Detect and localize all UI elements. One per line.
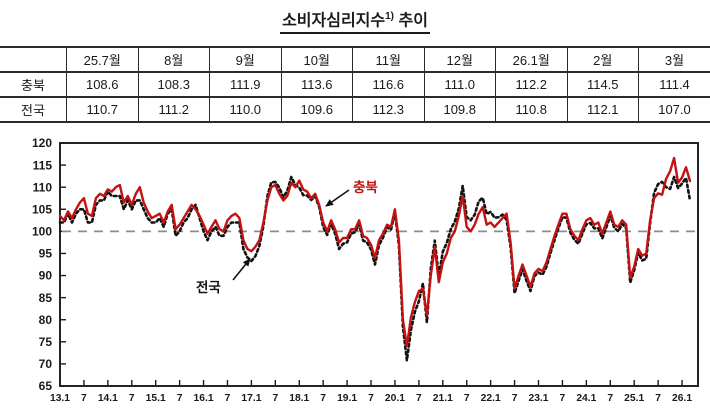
- x-axis-label: 14.1: [98, 393, 118, 404]
- x-axis-label: 7: [416, 393, 422, 404]
- x-axis-label: 20.1: [385, 393, 405, 404]
- page-title-text: 소비자심리지수1) 추이: [280, 7, 430, 35]
- title-tail: 추이: [394, 12, 428, 30]
- table-cell: 110.0: [209, 97, 281, 122]
- table-cell: 111.2: [137, 97, 210, 122]
- y-axis: 65 70 75 80 85 90 95 100 105 110 115 120: [32, 136, 66, 393]
- table-column-header: 12월: [423, 47, 496, 72]
- table-row-header: 충북: [21, 78, 45, 93]
- series-annotation-chungbuk: 충북: [325, 180, 378, 207]
- y-axis-label: 120: [32, 136, 52, 150]
- annotation-label: 전국: [196, 279, 221, 295]
- index-table: 25.7월 8월 9월 10월 11월 12월 26.1월 2월 3월 충북 108.6 108.3…: [0, 46, 710, 123]
- index-table-head: 25.7월 8월 9월 10월 11월 12월 26.1월 2월 3월: [0, 47, 710, 72]
- y-axis-label: 90: [39, 269, 53, 283]
- x-axis-label: 7: [320, 393, 326, 404]
- table-column-header: 2월: [566, 47, 639, 72]
- x-axis: 13.1 7 14.1 7 15.1 7 16.1 7 17.1 7 18.1 7 19.1 7 20.1 7…: [50, 380, 692, 404]
- x-axis-label: 7: [655, 393, 661, 404]
- x-axis-label: 17.1: [241, 393, 261, 404]
- table-cell: 109.6: [280, 97, 353, 122]
- table-cell: 112.3: [352, 97, 424, 122]
- series-line-chungbuk: [58, 156, 692, 348]
- table-cell: 111.9: [209, 72, 281, 97]
- x-axis-label: 7: [560, 393, 566, 404]
- table-corner-cell: [0, 47, 67, 72]
- table-cell: 112.1: [566, 97, 639, 122]
- table-cell: 111.0: [423, 72, 496, 97]
- x-axis-label: 26.1: [672, 393, 692, 404]
- y-axis-label: 70: [39, 357, 53, 371]
- x-axis-label: 7: [607, 393, 613, 404]
- x-axis-label: 7: [512, 393, 518, 404]
- table-cell: 110.7: [66, 97, 138, 122]
- title-footnote-marker: 1): [385, 11, 395, 22]
- annotation-arrow: [325, 189, 350, 207]
- y-axis-label: 100: [32, 225, 52, 239]
- annotation-label: 충북: [353, 180, 378, 195]
- table-row-header: 전국: [21, 103, 45, 118]
- plot-border: [59, 142, 699, 387]
- table-header-row: 25.7월 8월 9월 10월 11월 12월 26.1월 2월 3월: [0, 47, 710, 72]
- table-cell: 112.2: [495, 72, 567, 97]
- x-axis-label: 7: [368, 393, 374, 404]
- x-axis-label: 7: [225, 393, 231, 404]
- x-axis-label: 21.1: [433, 393, 453, 404]
- x-axis-label: 18.1: [289, 393, 309, 404]
- x-axis-label: 16.1: [194, 393, 214, 404]
- y-axis-label: 115: [33, 158, 53, 172]
- table-cell: 110.8: [495, 97, 567, 122]
- y-axis-label: 65: [39, 379, 53, 393]
- table-cell: 107.0: [638, 97, 710, 122]
- table-column-header: 26.1월: [495, 47, 567, 72]
- x-axis-label: 25.1: [624, 393, 644, 404]
- x-axis-label: 19.1: [337, 393, 357, 404]
- annotation-arrow: [232, 258, 251, 281]
- table-cell: 116.6: [352, 72, 424, 97]
- table-cell: 113.6: [280, 72, 353, 97]
- table-cell: 114.5: [566, 72, 639, 97]
- table-column-header: 9월: [209, 47, 281, 72]
- title-main: 소비자심리지수: [282, 12, 386, 30]
- table-cell: 108.3: [137, 72, 210, 97]
- y-axis-label: 105: [32, 202, 52, 216]
- table-cell: 109.8: [423, 97, 496, 122]
- x-axis-label: 13.1: [50, 393, 70, 404]
- table-row: 충북 108.6 108.3 111.9 113.6 116.6 111.0 112.2 114…: [0, 72, 710, 97]
- y-axis-label: 80: [39, 313, 53, 327]
- table-column-header: 25.7월: [66, 47, 138, 72]
- index-table-body: 충북 108.6 108.3 111.9 113.6 116.6 111.0 112.2 114…: [0, 72, 710, 122]
- y-axis-label: 75: [39, 335, 53, 349]
- x-axis-label: 15.1: [146, 393, 166, 404]
- table-column-header: 8월: [137, 47, 210, 72]
- table-column-header: 3월: [638, 47, 710, 72]
- x-axis-label: 7: [272, 393, 278, 404]
- table-cell: 111.4: [638, 72, 710, 97]
- y-axis-label: 95: [39, 247, 53, 261]
- table-column-header: 10월: [280, 47, 353, 72]
- x-axis-label: 22.1: [481, 393, 501, 404]
- x-axis-label: 7: [81, 393, 87, 404]
- page-title: 소비자심리지수1) 추이: [0, 0, 710, 42]
- x-axis-label: 7: [177, 393, 183, 404]
- x-axis-label: 7: [464, 393, 470, 404]
- table-column-header: 11월: [352, 47, 424, 72]
- x-axis-label: 7: [129, 393, 135, 404]
- x-axis-label: 23.1: [528, 393, 548, 404]
- y-axis-label: 110: [33, 180, 53, 194]
- table-cell: 108.6: [66, 72, 138, 97]
- x-axis-label: 24.1: [576, 393, 596, 404]
- series-line-jeonguk: [58, 175, 692, 362]
- table-row: 전국 110.7 111.2 110.0 109.6 112.3 109.8 110.8 112…: [0, 97, 710, 122]
- y-axis-label: 85: [39, 291, 53, 305]
- series-annotation-jeonguk: 전국: [196, 258, 251, 295]
